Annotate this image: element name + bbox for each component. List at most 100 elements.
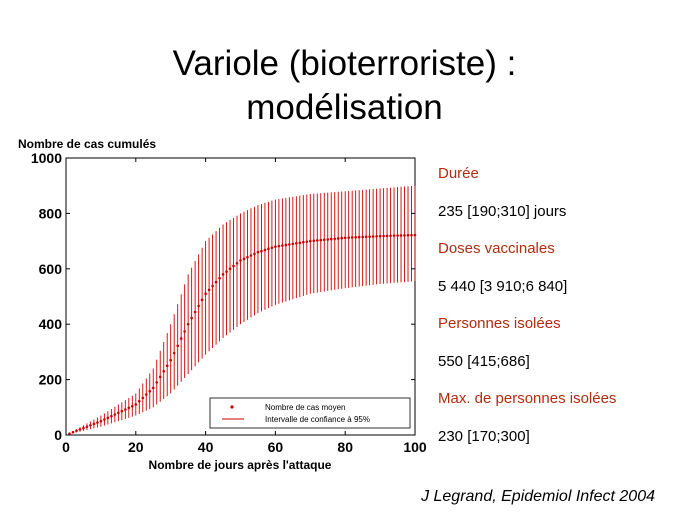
mean-point-day-57 bbox=[263, 248, 267, 252]
x-tick-label-0: 0 bbox=[62, 439, 70, 455]
x-tick-label-60: 60 bbox=[268, 439, 284, 455]
mean-point-day-34 bbox=[183, 330, 186, 333]
mean-point-day-41 bbox=[207, 288, 211, 292]
mean-point-day-31 bbox=[172, 351, 176, 355]
mean-point-day-15 bbox=[117, 411, 120, 415]
mean-point-day-78 bbox=[336, 237, 340, 240]
mean-point-day-46 bbox=[225, 270, 228, 273]
mean-point-day-56 bbox=[260, 249, 263, 253]
stat-value-duree: 235 [190;310] jours bbox=[438, 202, 567, 220]
mean-point-day-42 bbox=[211, 284, 214, 288]
mean-point-day-67 bbox=[298, 241, 302, 245]
mean-point-day-91 bbox=[382, 234, 385, 238]
slide-title: Variole (bioterroriste) : modélisation bbox=[0, 42, 689, 130]
mean-point-day-6 bbox=[85, 425, 89, 428]
x-axis-ticks: 0 20 40 60 80 100 bbox=[62, 158, 427, 455]
mean-point-day-33 bbox=[179, 337, 183, 340]
x-tick-label-80: 80 bbox=[337, 439, 353, 455]
mean-point-day-65 bbox=[291, 242, 295, 246]
mean-point-day-35 bbox=[186, 322, 190, 326]
mean-point-day-44 bbox=[218, 276, 221, 280]
mean-point-day-59 bbox=[270, 246, 274, 250]
mean-point-day-82 bbox=[350, 236, 354, 239]
legend-box bbox=[209, 397, 411, 429]
mean-point-day-79 bbox=[340, 236, 344, 240]
mean-point-day-55 bbox=[256, 250, 260, 254]
mean-point-day-3 bbox=[75, 429, 78, 433]
mean-point-day-60 bbox=[274, 245, 277, 248]
y-tick-label-600: 600 bbox=[39, 261, 63, 277]
mean-point-day-48 bbox=[232, 264, 235, 268]
mean-point-day-36 bbox=[190, 316, 193, 320]
mean-point-day-38 bbox=[197, 304, 200, 308]
mean-point-day-25 bbox=[151, 386, 155, 390]
mean-point-day-88 bbox=[371, 235, 375, 238]
mean-point-day-14 bbox=[113, 413, 117, 416]
y-tick-label-400: 400 bbox=[39, 316, 63, 332]
mean-point-day-75 bbox=[326, 238, 330, 241]
mean-point-day-30 bbox=[169, 358, 172, 362]
mean-point-day-23 bbox=[144, 393, 148, 396]
mean-point-day-74 bbox=[322, 238, 326, 242]
mean-point-day-97 bbox=[403, 234, 406, 237]
mean-point-day-7 bbox=[89, 424, 92, 427]
mean-point-day-11 bbox=[103, 418, 106, 421]
y-tick-label-800: 800 bbox=[39, 205, 63, 221]
mean-point-day-16 bbox=[120, 409, 124, 413]
mean-point-day-43 bbox=[214, 280, 218, 284]
mean-dots bbox=[68, 233, 417, 435]
mean-point-day-81 bbox=[347, 236, 350, 239]
mean-point-day-5 bbox=[82, 426, 85, 430]
mean-point-day-68 bbox=[302, 240, 305, 244]
mean-point-day-80 bbox=[343, 236, 347, 240]
y-axis-ticks: 0 200 400 600 800 1000 bbox=[31, 150, 415, 443]
mean-point-day-10 bbox=[99, 419, 103, 423]
mean-point-day-87 bbox=[368, 235, 371, 238]
legend-label-mean: Nombre de cas moyen bbox=[265, 403, 345, 412]
mean-point-day-22 bbox=[141, 396, 145, 400]
mean-point-day-17 bbox=[124, 408, 127, 411]
mean-point-day-13 bbox=[110, 414, 113, 418]
mean-point-day-54 bbox=[253, 252, 256, 256]
mean-point-day-90 bbox=[378, 234, 382, 238]
mean-point-day-26 bbox=[155, 381, 159, 384]
mean-point-day-94 bbox=[392, 234, 396, 237]
mean-point-day-58 bbox=[267, 247, 270, 251]
mean-point-day-29 bbox=[165, 364, 169, 368]
mean-point-day-45 bbox=[221, 273, 225, 276]
mean-point-day-20 bbox=[134, 403, 138, 406]
legend-label-ci: Intervalle de confiance à 95% bbox=[265, 415, 370, 424]
y-axis-label: Nombre de cas cumulés bbox=[18, 137, 156, 151]
mean-point-day-61 bbox=[277, 244, 281, 248]
x-axis-label: Nombre de jours après l'attaque bbox=[149, 458, 332, 472]
mean-point-day-92 bbox=[385, 234, 389, 238]
mean-point-day-37 bbox=[193, 310, 197, 314]
mean-point-day-66 bbox=[295, 242, 298, 245]
mean-point-day-28 bbox=[162, 369, 166, 373]
mean-point-day-70 bbox=[309, 239, 312, 243]
mean-point-day-8 bbox=[92, 422, 96, 426]
y-tick-label-0: 0 bbox=[54, 427, 62, 443]
mean-point-day-24 bbox=[148, 389, 152, 393]
mean-point-day-21 bbox=[137, 399, 141, 403]
stats-panel: Durée 235 [190;310] jours Doses vaccinal… bbox=[438, 163, 688, 463]
stat-label-isolees: Personnes isolées bbox=[438, 315, 561, 332]
mean-point-day-73 bbox=[319, 238, 323, 242]
mean-point-day-62 bbox=[281, 244, 284, 247]
mean-point-day-76 bbox=[329, 237, 333, 241]
mean-point-day-2 bbox=[71, 430, 75, 434]
mean-point-day-69 bbox=[305, 240, 309, 243]
mean-point-day-71 bbox=[312, 239, 316, 243]
mean-point-day-63 bbox=[284, 243, 288, 247]
mean-point-day-52 bbox=[246, 255, 249, 259]
mean-point-day-18 bbox=[127, 406, 131, 410]
stat-label-doses: Doses vaccinales bbox=[438, 240, 555, 257]
slide-title-line2: modélisation bbox=[246, 88, 443, 127]
legend-dot-marker bbox=[230, 405, 234, 409]
mean-point-day-100 bbox=[413, 233, 417, 237]
mean-point-day-85 bbox=[361, 235, 364, 239]
mean-point-day-53 bbox=[249, 254, 253, 257]
mean-point-day-98 bbox=[406, 233, 410, 237]
legend: Nombre de cas moyen Intervalle de confia… bbox=[209, 397, 411, 429]
